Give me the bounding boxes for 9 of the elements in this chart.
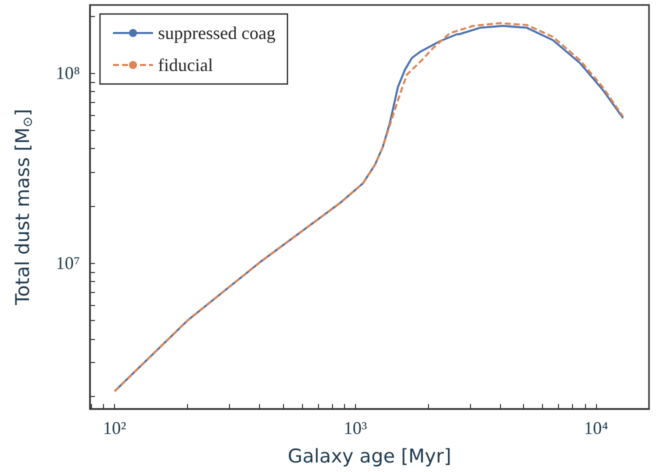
x-tick-label: 10⁴	[584, 418, 608, 438]
x-axis-title: Galaxy age [Myr]	[288, 446, 452, 468]
y-tick-label: 10⁷	[56, 253, 80, 274]
y-tick-label: 10⁸	[56, 63, 80, 84]
y-axis-title: Total dust mass [M⊙]	[12, 108, 35, 306]
legend-label: suppressed coag	[158, 23, 276, 43]
x-tick-label: 10³	[344, 418, 368, 438]
x-tick-label: 10²	[102, 418, 126, 438]
legend-label: fiducial	[158, 55, 213, 75]
